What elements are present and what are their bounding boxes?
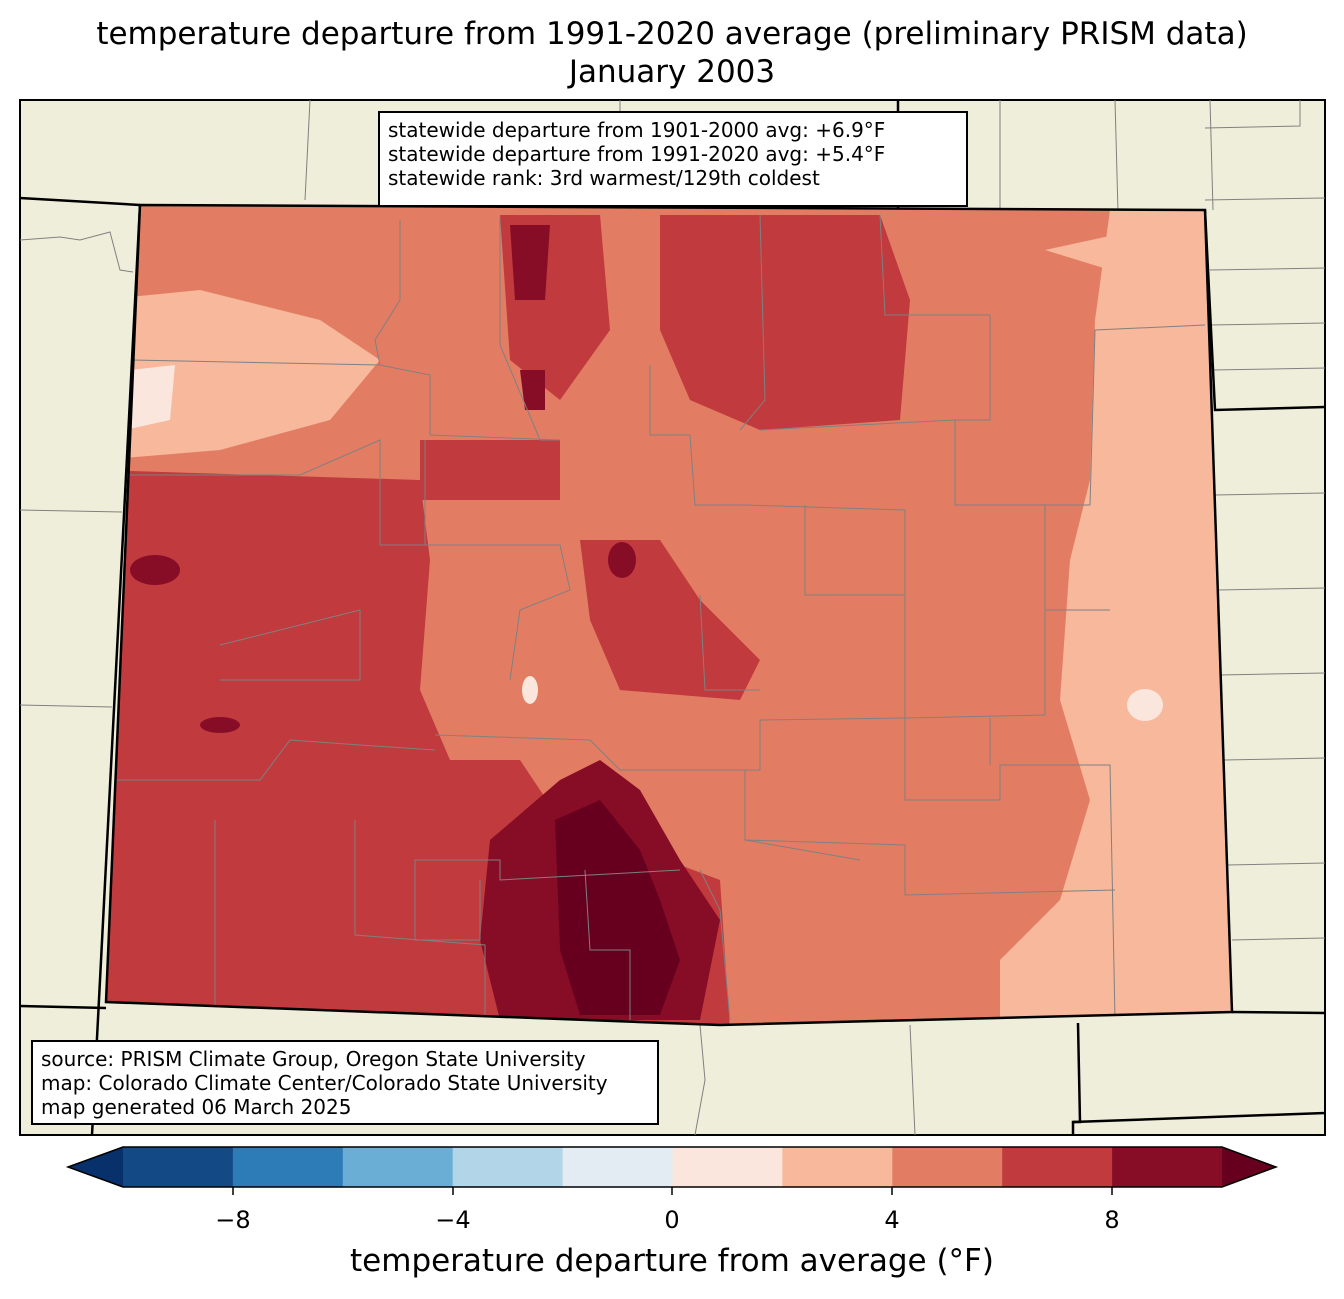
credit-date: map generated 06 March 2025	[41, 1095, 352, 1119]
temperature-field	[106, 205, 1232, 1025]
credit-map: map: Colorado Climate Center/Colorado St…	[41, 1071, 608, 1095]
colorbar-tick: 4	[884, 1206, 900, 1234]
credit-source: source: PRISM Climate Group, Oregon Stat…	[41, 1047, 586, 1071]
chart-subtitle: January 2003	[568, 54, 776, 90]
credits-box: source: PRISM Climate Group, Oregon Stat…	[31, 1040, 659, 1125]
east-plains-band	[1000, 210, 1232, 1025]
county-lines	[115, 214, 1206, 1021]
colorbar-segment	[232, 1147, 344, 1187]
colorbar-segment	[562, 1147, 673, 1187]
colorbar-segment	[342, 1147, 454, 1187]
colorbar-extend-high	[1222, 1147, 1276, 1187]
colorbar-segment	[892, 1147, 1003, 1187]
stat-rank: statewide rank: 3rd warmest/129th coldes…	[388, 166, 820, 190]
statewide-stats-box: statewide departure from 1901-2000 avg: …	[378, 111, 968, 207]
chart-title: temperature departure from 1991-2020 ave…	[96, 16, 1248, 52]
colorbar-segment	[672, 1147, 783, 1187]
colorbar-tick: −4	[435, 1206, 471, 1234]
colorbar-segment	[1112, 1147, 1223, 1187]
colorbar-segment	[452, 1147, 564, 1187]
colorbar-extend-low	[68, 1147, 123, 1187]
colorbar-segment	[1002, 1147, 1113, 1187]
south-hotspot-core	[555, 800, 680, 1015]
stat-departure-1991-2020: statewide departure from 1991-2020 avg: …	[388, 142, 886, 166]
colorbar-label: temperature departure from average (°F)	[350, 1243, 994, 1279]
colorado-border	[104, 203, 1234, 1027]
colorbar-segment	[782, 1147, 893, 1187]
colorbar-outline	[65, 1146, 1279, 1188]
stat-departure-1901-2000: statewide departure from 1901-2000 avg: …	[388, 118, 886, 142]
colorbar-tick: −8	[215, 1206, 251, 1234]
colorbar-tick: 0	[664, 1206, 680, 1234]
northeast-warm-block	[660, 215, 910, 430]
colorbar-tick: 8	[1104, 1206, 1120, 1234]
colorbar-segment	[123, 1147, 234, 1187]
state-borders	[19, 100, 1326, 1136]
